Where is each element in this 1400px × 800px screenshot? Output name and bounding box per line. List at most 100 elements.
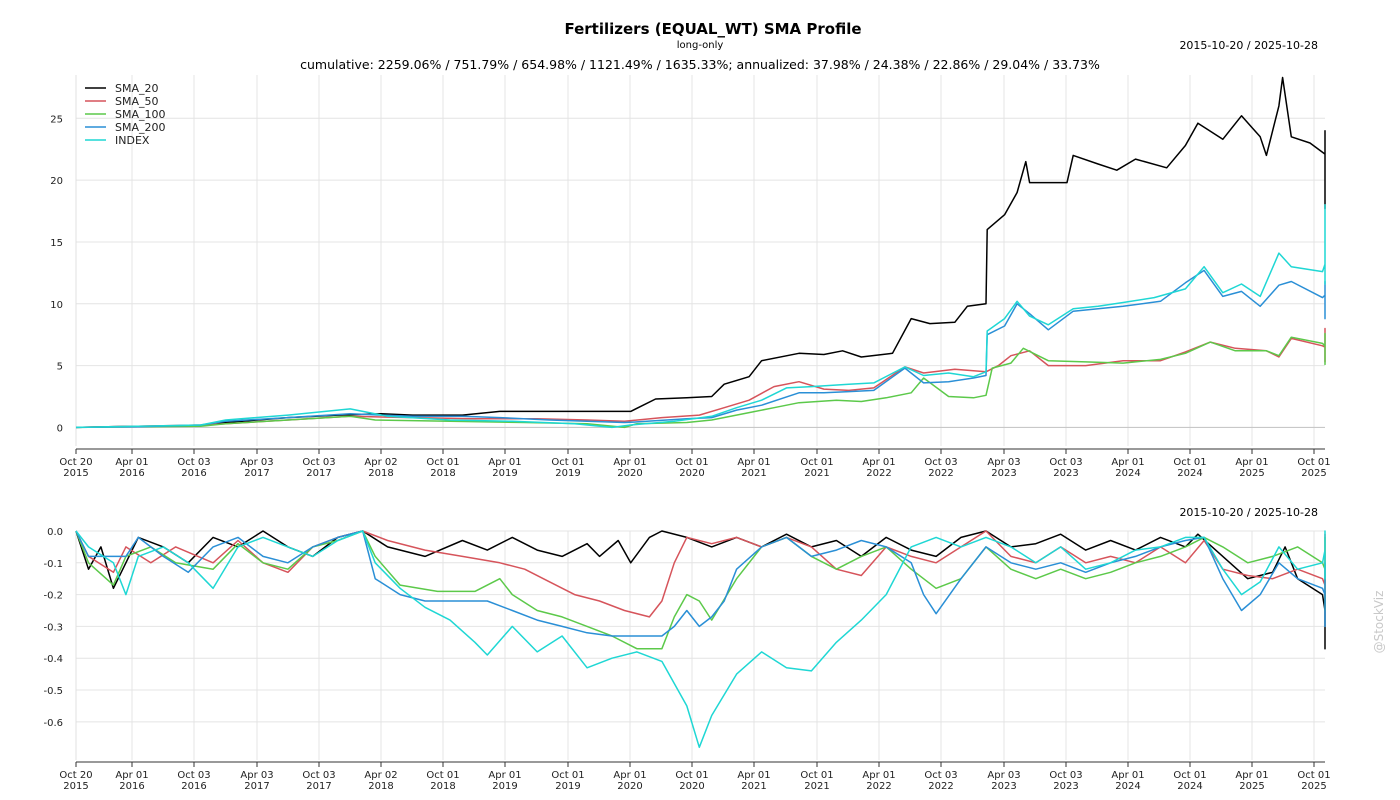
x-tick-year: 2020 <box>617 781 642 792</box>
y-tick-label: 25 <box>50 114 63 125</box>
series-line-sma-100 <box>75 332 1326 429</box>
x-tick-label: Oct 01 <box>426 770 459 781</box>
series-line-index <box>75 204 1326 429</box>
watermark: @StockViz <box>1372 591 1386 654</box>
x-tick-label: Oct 03 <box>302 457 335 468</box>
series-line-sma-20 <box>75 76 1326 429</box>
x-tick-label: Oct 03 <box>1049 770 1082 781</box>
series-line-sma-20 <box>75 530 1326 650</box>
legend-label: INDEX <box>115 134 150 147</box>
x-tick-label: Apr 03 <box>987 457 1020 468</box>
x-tick-year: 2018 <box>368 468 393 479</box>
x-tick-label: Apr 01 <box>737 457 770 468</box>
legend-label: SMA_50 <box>115 95 159 108</box>
x-tick-year: 2023 <box>991 781 1016 792</box>
x-tick-year: 2025 <box>1239 468 1264 479</box>
x-tick-year: 2022 <box>928 468 953 479</box>
x-tick-year: 2016 <box>181 468 206 479</box>
x-tick-label: Apr 01 <box>862 770 895 781</box>
date-range-bottom: 2015-10-20 / 2025-10-28 <box>1179 506 1318 519</box>
legend-item-sma-50: SMA_50 <box>85 95 159 108</box>
series-line-sma-200 <box>75 530 1326 637</box>
x-tick-label: Apr 01 <box>115 770 148 781</box>
x-tick-label: Oct 01 <box>1173 457 1206 468</box>
x-tick-label: Oct 01 <box>1173 770 1206 781</box>
x-tick-year: 2017 <box>244 781 269 792</box>
x-tick-year: 2017 <box>306 468 331 479</box>
x-tick-year: 2022 <box>866 781 891 792</box>
x-tick-year: 2024 <box>1177 781 1202 792</box>
x-tick-year: 2018 <box>430 781 455 792</box>
chart-title: Fertilizers (EQUAL_WT) SMA Profile <box>564 20 861 38</box>
x-tick-year: 2025 <box>1239 781 1264 792</box>
x-tick-label: Apr 01 <box>1111 457 1144 468</box>
x-tick-label: Oct 01 <box>800 770 833 781</box>
series-line-index <box>75 530 1326 749</box>
x-tick-year: 2021 <box>741 781 766 792</box>
y-tick-label: -0.6 <box>43 718 63 729</box>
x-tick-year: 2024 <box>1115 468 1140 479</box>
x-tick-year: 2016 <box>181 781 206 792</box>
x-tick-year: 2017 <box>244 468 269 479</box>
y-tick-label: -0.2 <box>43 591 63 602</box>
x-tick-label: Apr 03 <box>987 770 1020 781</box>
x-tick-year: 2018 <box>368 781 393 792</box>
x-tick-year: 2019 <box>555 468 580 479</box>
legend-item-sma-200: SMA_200 <box>85 121 166 134</box>
y-tick-label: 20 <box>50 176 63 187</box>
series-line-sma-200 <box>75 269 1326 429</box>
y-tick-label: -0.5 <box>43 686 63 697</box>
x-tick-label: Apr 03 <box>240 457 273 468</box>
x-tick-year: 2019 <box>492 468 517 479</box>
x-tick-label: Apr 01 <box>488 770 521 781</box>
series-line-sma-50 <box>75 327 1326 429</box>
x-tick-year: 2025 <box>1301 781 1326 792</box>
x-tick-label: Oct 01 <box>1297 457 1330 468</box>
x-tick-year: 2019 <box>492 781 517 792</box>
x-tick-label: Oct 20 <box>59 770 92 781</box>
x-tick-year: 2023 <box>1053 781 1078 792</box>
legend-label: SMA_100 <box>115 108 166 121</box>
legend-item-sma-20: SMA_20 <box>85 82 159 95</box>
x-tick-label: Apr 01 <box>1111 770 1144 781</box>
x-tick-label: Apr 02 <box>364 457 397 468</box>
x-tick-label: Oct 01 <box>551 770 584 781</box>
x-tick-year: 2017 <box>306 781 331 792</box>
x-tick-year: 2024 <box>1177 468 1202 479</box>
legend-label: SMA_20 <box>115 82 159 95</box>
x-tick-label: Oct 20 <box>59 457 92 468</box>
x-tick-label: Oct 03 <box>1049 457 1082 468</box>
x-tick-year: 2019 <box>555 781 580 792</box>
legend-label: SMA_200 <box>115 121 166 134</box>
x-tick-year: 2022 <box>928 781 953 792</box>
x-tick-label: Oct 01 <box>1297 770 1330 781</box>
x-tick-label: Oct 01 <box>800 457 833 468</box>
legend-item-index: INDEX <box>85 134 150 147</box>
chart-subtitle: long-only <box>677 40 724 51</box>
x-tick-label: Apr 01 <box>862 457 895 468</box>
y-tick-label: 15 <box>50 238 63 249</box>
x-tick-label: Oct 03 <box>924 770 957 781</box>
x-tick-label: Oct 03 <box>924 457 957 468</box>
x-tick-year: 2024 <box>1115 781 1140 792</box>
x-tick-label: Oct 03 <box>177 457 210 468</box>
y-tick-label: 0 <box>57 423 63 434</box>
x-tick-label: Apr 01 <box>613 457 646 468</box>
y-tick-label: -0.1 <box>43 559 63 570</box>
x-tick-label: Oct 01 <box>675 770 708 781</box>
x-tick-label: Oct 01 <box>551 457 584 468</box>
x-tick-year: 2018 <box>430 468 455 479</box>
x-tick-label: Oct 03 <box>302 770 335 781</box>
x-tick-year: 2021 <box>741 468 766 479</box>
x-tick-year: 2020 <box>679 781 704 792</box>
x-tick-label: Apr 01 <box>488 457 521 468</box>
x-tick-label: Oct 03 <box>177 770 210 781</box>
x-tick-label: Apr 01 <box>115 457 148 468</box>
x-tick-year: 2023 <box>991 468 1016 479</box>
x-tick-year: 2025 <box>1301 468 1326 479</box>
x-tick-year: 2021 <box>804 468 829 479</box>
